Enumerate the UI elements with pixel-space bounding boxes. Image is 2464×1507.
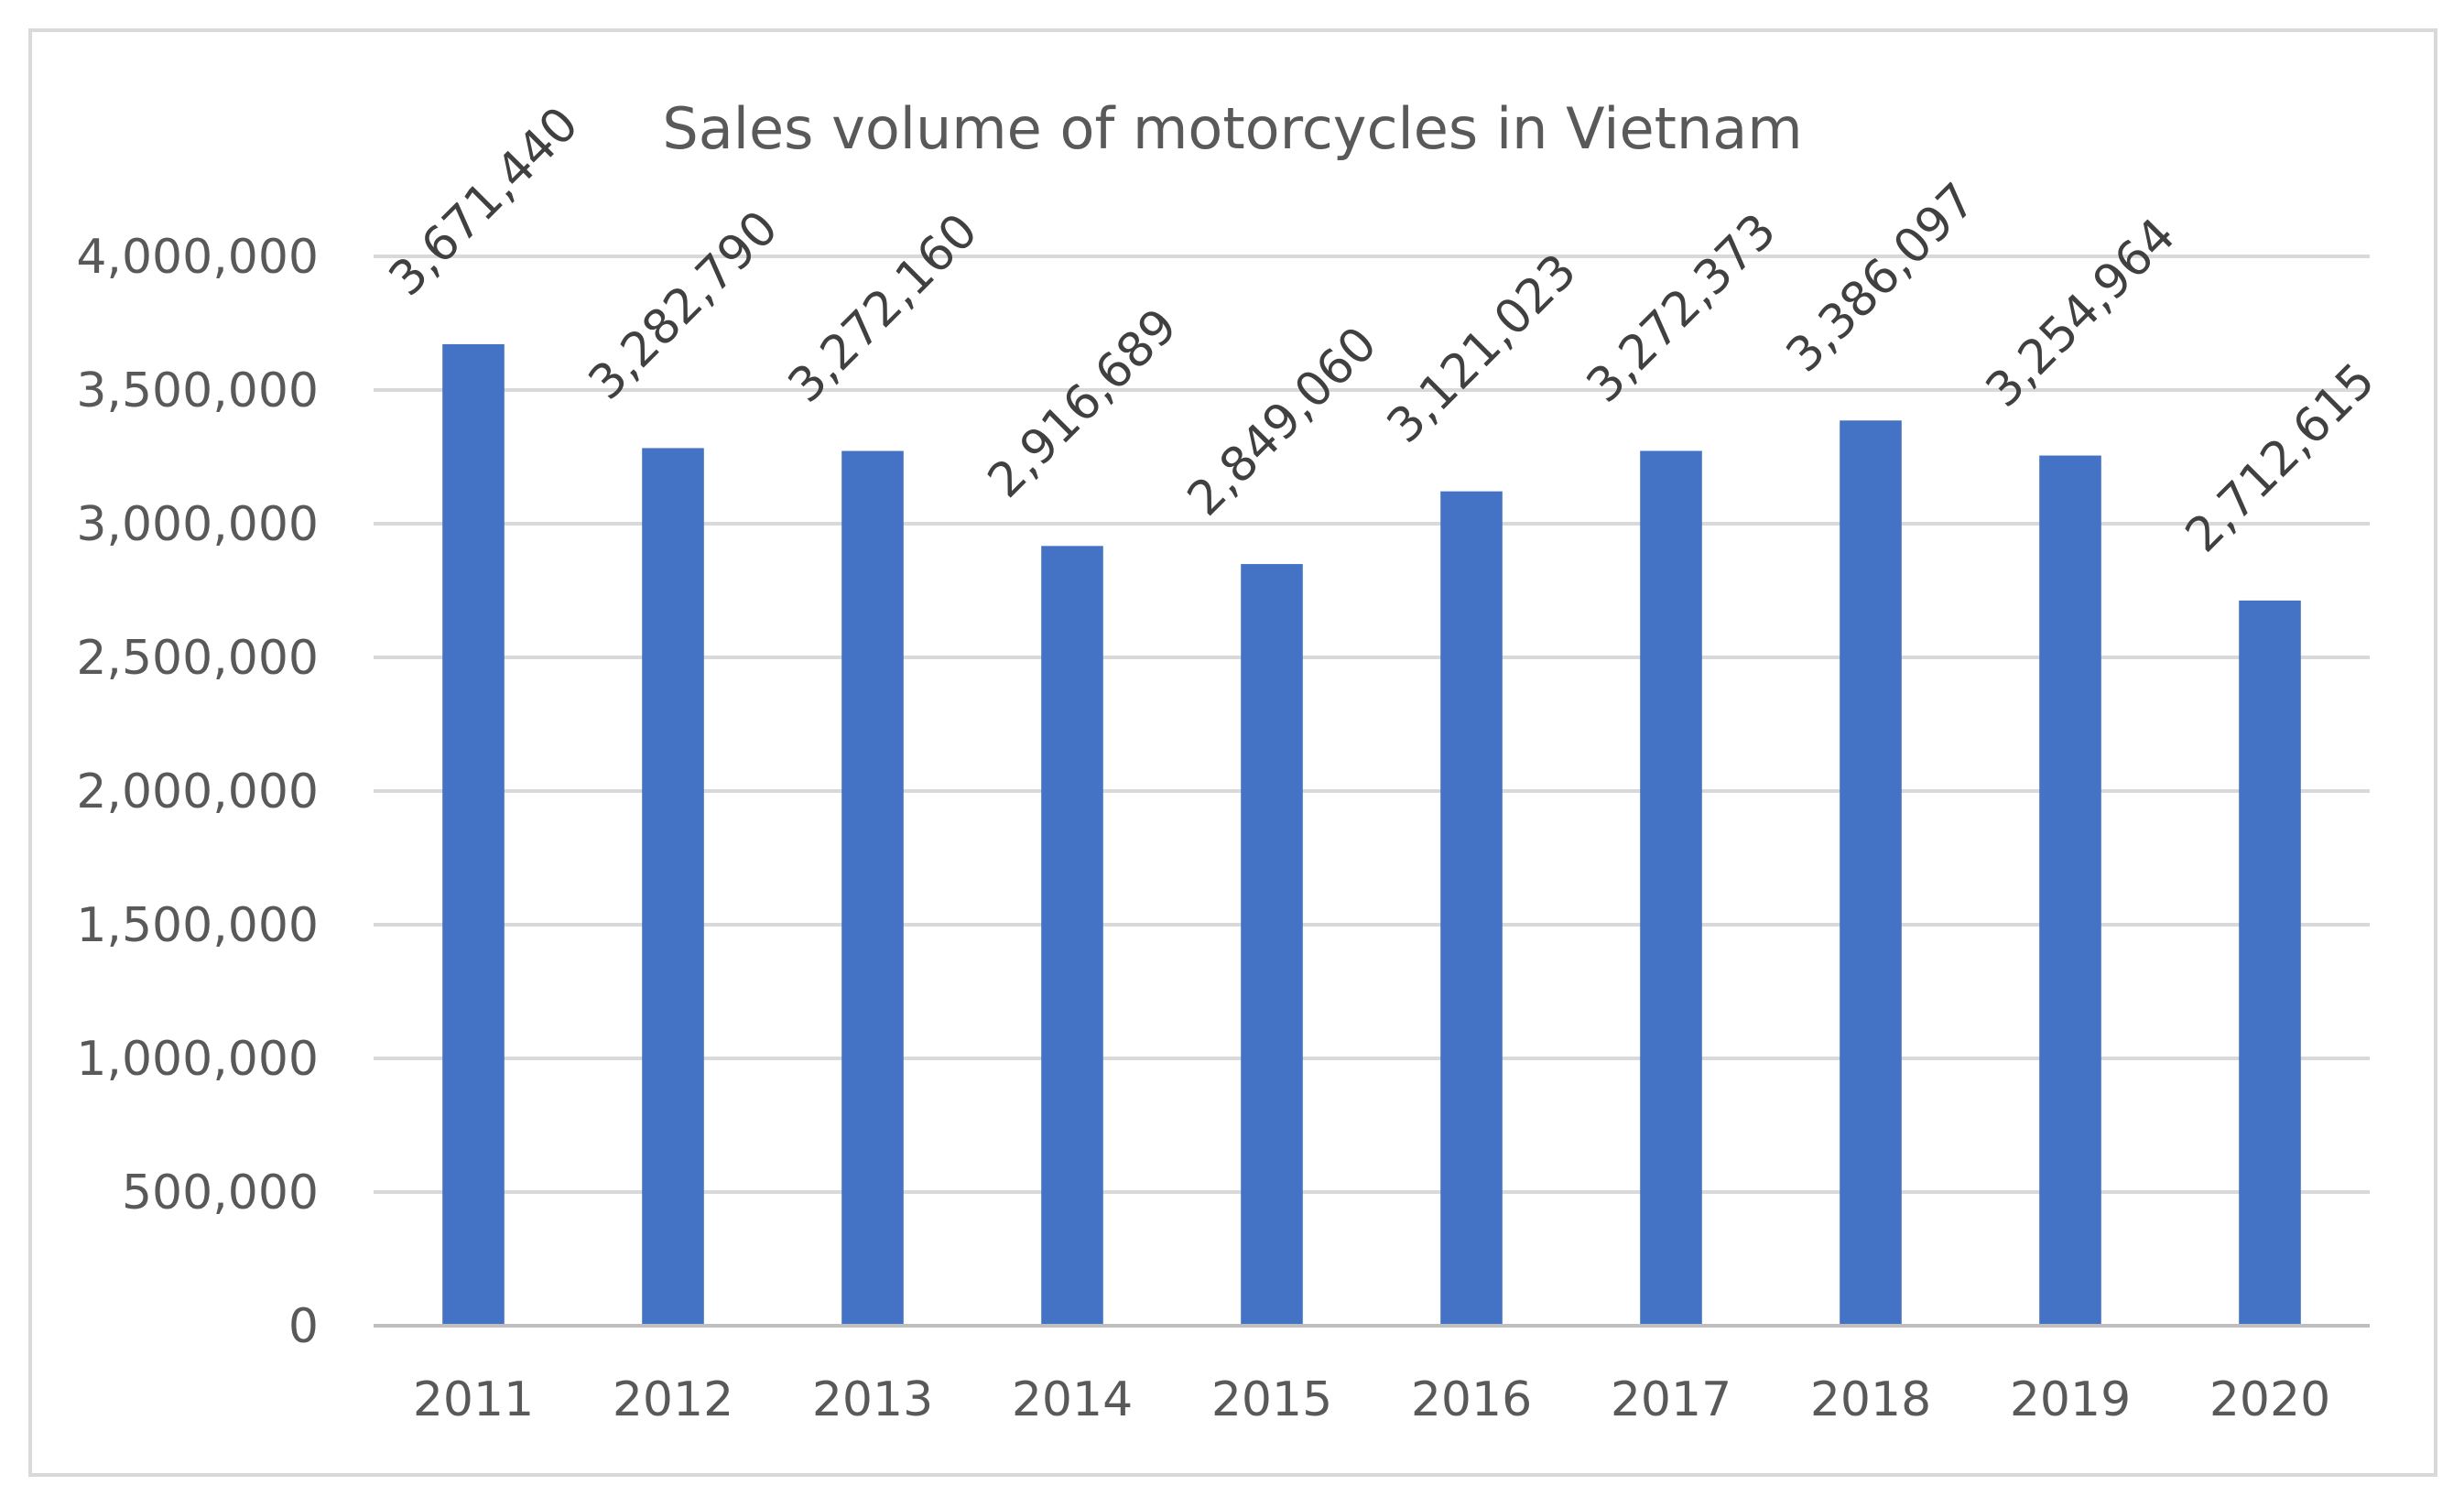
y-tick-label: 0: [288, 1299, 319, 1354]
chart-area-frame: [28, 28, 2437, 1477]
y-tick-label: 500,000: [122, 1165, 319, 1220]
y-tick-label: 2,500,000: [76, 631, 319, 686]
y-tick-label: 2,000,000: [76, 764, 319, 819]
bars: [442, 343, 2301, 1327]
bar-2017: [1640, 450, 1702, 1327]
x-tick-label: 2017: [1611, 1372, 1731, 1427]
y-tick-label: 3,000,000: [76, 497, 319, 552]
y-axis-tick-labels: 0 500,000 1,000,000 1,500,000 2,000,000 2,500…: [76, 230, 319, 1354]
x-axis-tick-labels: 2011 2012 2013 2014 2015 2016 2017 2018 2019 2020: [413, 1372, 2330, 1427]
y-tick-label: 3,500,000: [76, 363, 319, 418]
x-tick-label: 2013: [812, 1372, 933, 1427]
bar-2020: [2239, 600, 2301, 1326]
x-tick-label: 2020: [2209, 1372, 2330, 1427]
bar-2014: [1041, 546, 1103, 1326]
bar-2011: [442, 343, 505, 1327]
chart-title: Sales volume of motorcycles in Vietnam: [662, 95, 1802, 162]
y-tick-label: 1,500,000: [76, 898, 319, 953]
bar-2019: [2039, 455, 2101, 1326]
bar-2013: [841, 450, 904, 1326]
bar-2018: [1840, 420, 1902, 1327]
x-tick-label: 2012: [613, 1372, 733, 1427]
x-tick-label: 2018: [1810, 1372, 1931, 1427]
bar-2015: [1241, 564, 1303, 1326]
x-tick-label: 2014: [1012, 1372, 1133, 1427]
x-tick-label: 2019: [2010, 1372, 2131, 1427]
y-tick-label: 1,000,000: [76, 1032, 319, 1087]
x-tick-label: 2011: [413, 1372, 534, 1427]
gridlines: [374, 255, 2370, 1194]
y-tick-label: 4,000,000: [76, 230, 319, 285]
x-tick-label: 2015: [1211, 1372, 1332, 1427]
bar-2016: [1440, 491, 1503, 1326]
x-tick-label: 2016: [1411, 1372, 1532, 1427]
bar-2012: [642, 448, 704, 1327]
